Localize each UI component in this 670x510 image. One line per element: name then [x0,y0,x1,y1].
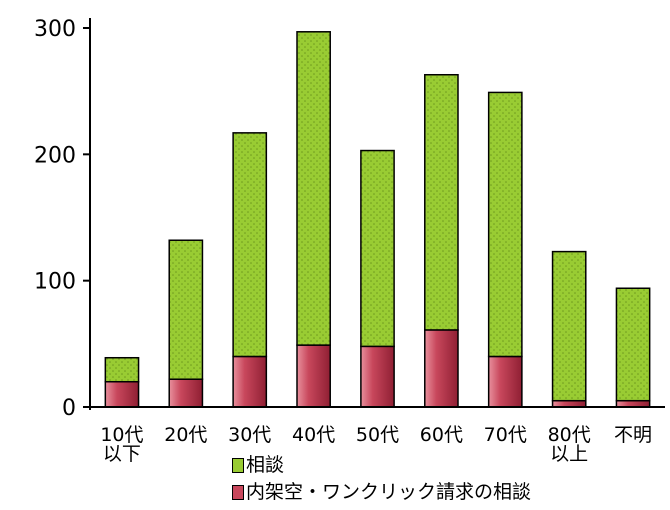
x-tick-label: 50代 [356,424,399,446]
y-tick-label: 0 [62,396,76,421]
bar-segment-consultation [360,149,395,348]
legend: 相談 内架空・ワンクリック請求の相談 [232,452,531,506]
legend-label-consultation: 相談 [246,454,285,476]
legend-swatch-fraud-billing [232,485,244,500]
x-tick-label: 以下 [103,443,141,465]
bar-segment-fraud-billing [296,344,331,408]
bar-segment-consultation [424,73,459,331]
bar-segment-consultation [296,31,331,346]
legend-label-fraud-billing: 内架空・ワンクリック請求の相談 [246,481,532,503]
y-axis-ticks: 0 100 200 300 [34,17,90,421]
y-tick-label: 100 [34,270,76,295]
bar-segment-consultation [232,132,268,358]
x-tick-label: 不明 [614,424,652,446]
bar-segment-consultation [487,91,523,358]
x-tick-label: 以上 [550,443,588,465]
x-tick-label: 80代 [548,424,591,446]
bars [104,31,651,408]
x-tick-label: 70代 [484,424,527,446]
bar-segment-consultation [104,356,140,383]
x-tick-label: 60代 [420,424,463,446]
legend-swatch-consultation [232,458,244,473]
x-tick-label: 40代 [292,424,335,446]
y-tick-label: 200 [34,143,76,168]
y-tick-label: 300 [34,17,76,42]
legend-item-consultation: 相談 [232,452,531,479]
legend-item-fraud-billing: 内架空・ワンクリック請求の相談 [232,479,531,506]
bar-segment-fraud-billing [487,355,523,408]
bar-segment-consultation [168,239,204,380]
x-tick-label: 30代 [228,424,271,446]
bar-segment-consultation [615,287,651,402]
x-tick-label: 20代 [164,424,207,446]
bar-segment-fraud-billing [232,355,268,408]
bar-segment-fraud-billing [168,378,204,408]
bar-segment-fraud-billing [104,380,140,408]
bar-segment-fraud-billing [360,345,395,408]
x-tick-label: 10代 [100,424,143,446]
bar-segment-fraud-billing [424,329,459,408]
bar-segment-consultation [551,250,587,402]
